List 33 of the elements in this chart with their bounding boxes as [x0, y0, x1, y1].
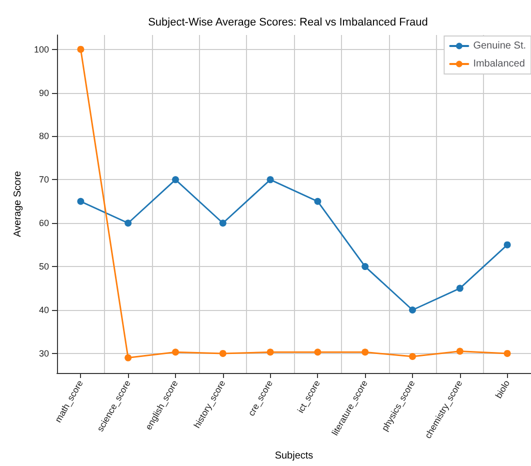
point — [409, 352, 416, 360]
y-tick-label: 50 — [38, 262, 49, 272]
point — [504, 350, 511, 357]
y-axis-title: Average Score — [12, 170, 24, 237]
point — [172, 176, 179, 184]
point — [266, 348, 274, 356]
point — [266, 176, 274, 184]
point — [77, 198, 84, 205]
point — [77, 46, 84, 53]
y-tick-label: 80 — [38, 131, 49, 142]
point — [124, 354, 132, 362]
y-tick-label: 40 — [38, 305, 49, 316]
y-tick-label: 90 — [38, 88, 49, 98]
point — [504, 241, 511, 248]
x-axis-title: Subjects — [274, 450, 314, 462]
point — [362, 263, 369, 270]
point — [456, 284, 464, 292]
point — [314, 198, 322, 205]
legend-label: Imbalanced — [473, 58, 525, 70]
point — [409, 306, 416, 314]
point — [172, 348, 179, 356]
y-tick-label: 70 — [38, 174, 49, 185]
point — [219, 350, 226, 357]
y-tick-label: 100 — [34, 44, 49, 54]
y-tick-label: 30 — [38, 348, 49, 358]
point — [314, 348, 322, 356]
point — [362, 348, 369, 356]
point — [219, 220, 226, 227]
legend-label: Genuine St. — [473, 40, 526, 52]
chart-title: Subject-Wise Average Scores: Real vs Imbalanced Fraud — [148, 16, 428, 28]
point — [456, 348, 464, 355]
y-tick-label: 60 — [38, 218, 49, 228]
point — [124, 220, 132, 227]
